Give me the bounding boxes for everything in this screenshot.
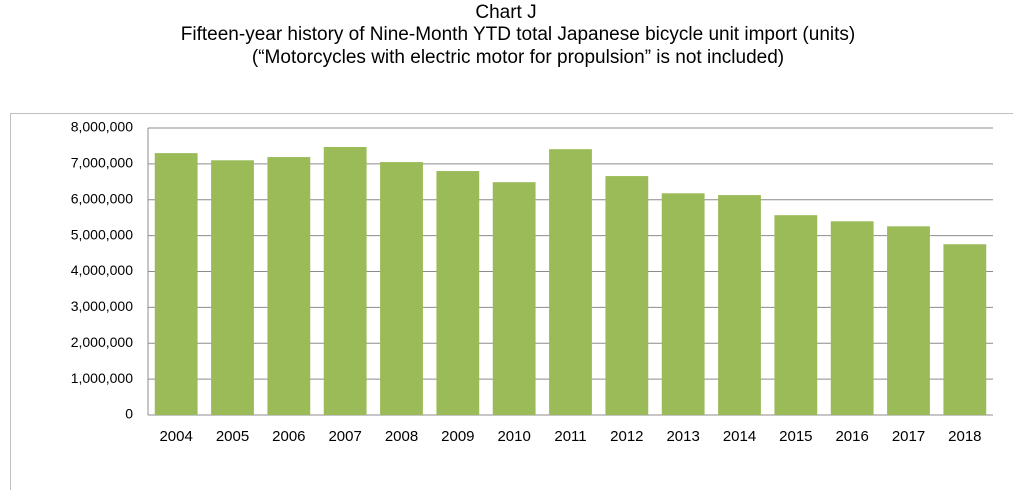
x-tick-label: 2018: [948, 428, 981, 445]
x-tick-label: 2009: [441, 428, 474, 445]
bar: [774, 215, 818, 415]
bar: [605, 176, 649, 415]
x-tick-label: 2015: [779, 428, 812, 445]
x-tick-label: 2016: [835, 428, 868, 445]
y-tick-label: 3,000,000: [71, 298, 133, 314]
bar: [943, 244, 987, 415]
bar: [211, 160, 254, 415]
bar: [549, 149, 592, 415]
x-tick-label: 2017: [892, 428, 925, 445]
bar: [661, 193, 705, 415]
y-tick-label: 4,000,000: [71, 262, 133, 278]
chart-note: (“Motorcycles with electric motor for pr…: [252, 47, 784, 68]
x-tick-label: 2007: [328, 428, 361, 445]
bar: [718, 195, 761, 415]
y-tick-label: 0: [125, 406, 133, 422]
bar: [492, 182, 536, 415]
y-tick-label: 7,000,000: [71, 155, 133, 171]
y-tick-label: 1,000,000: [71, 370, 133, 386]
bar: [830, 221, 874, 415]
x-tick-label: 2006: [272, 428, 305, 445]
y-tick-label: 2,000,000: [71, 334, 133, 350]
chart-frame: [10, 113, 1013, 490]
chart-subtitle: Fifteen-year history of Nine-Month YTD t…: [181, 24, 855, 45]
y-tick-label: 6,000,000: [71, 190, 133, 206]
x-tick-label: 2004: [159, 428, 192, 445]
bar: [267, 157, 311, 415]
chart-title: Chart J: [475, 2, 536, 23]
bar: [380, 162, 423, 415]
x-tick-label: 2012: [610, 428, 643, 445]
bar: [323, 147, 367, 416]
bar: [887, 226, 930, 415]
x-tick-label: 2010: [497, 428, 530, 445]
bar: [436, 171, 480, 415]
x-tick-label: 2013: [666, 428, 699, 445]
x-tick-label: 2008: [385, 428, 418, 445]
x-tick-label: 2014: [723, 428, 756, 445]
y-tick-label: 5,000,000: [71, 226, 133, 242]
bar: [154, 153, 198, 416]
x-tick-label: 2005: [216, 428, 249, 445]
y-tick-label: 8,000,000: [71, 119, 133, 135]
x-tick-label: 2011: [554, 428, 586, 445]
